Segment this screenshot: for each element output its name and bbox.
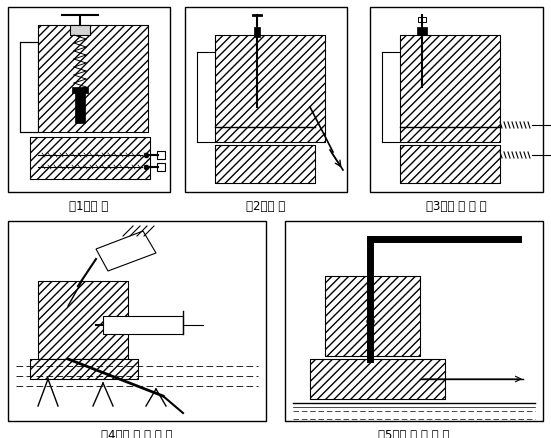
Bar: [30, 138, 150, 180]
Bar: [310, 359, 445, 399]
Bar: [8, 8, 170, 193]
Bar: [185, 8, 347, 193]
Bar: [75, 92, 85, 124]
Text: （4）注 入 胶 粘 剂: （4）注 入 胶 粘 剂: [101, 428, 173, 438]
Bar: [38, 281, 128, 359]
Bar: [254, 28, 260, 38]
Text: （5）插 入 连 接 件: （5）插 入 连 接 件: [379, 428, 450, 438]
Bar: [20, 43, 38, 133]
Bar: [417, 28, 427, 36]
Bar: [38, 26, 148, 133]
Bar: [30, 138, 150, 180]
Bar: [30, 359, 138, 379]
Bar: [103, 316, 183, 334]
Bar: [30, 359, 138, 379]
Text: （2）清 孔: （2）清 孔: [246, 200, 285, 213]
Bar: [400, 36, 500, 143]
Bar: [400, 146, 500, 184]
Bar: [38, 26, 148, 133]
Polygon shape: [96, 231, 156, 272]
Bar: [157, 152, 165, 159]
Bar: [400, 36, 500, 143]
Bar: [310, 359, 445, 399]
Bar: [215, 146, 315, 184]
Bar: [72, 88, 88, 94]
Bar: [215, 146, 315, 184]
Bar: [8, 222, 266, 421]
Bar: [285, 222, 543, 421]
Bar: [418, 18, 426, 23]
Bar: [325, 276, 420, 356]
Bar: [215, 36, 325, 143]
Bar: [70, 26, 90, 36]
Text: （3）丙 酮 清 洗: （3）丙 酮 清 洗: [426, 200, 487, 213]
Bar: [215, 36, 325, 143]
Bar: [400, 146, 500, 184]
Bar: [370, 8, 543, 193]
Text: （1）成 孔: （1）成 孔: [69, 200, 109, 213]
Bar: [38, 281, 128, 359]
Bar: [157, 164, 165, 172]
Bar: [325, 276, 420, 356]
